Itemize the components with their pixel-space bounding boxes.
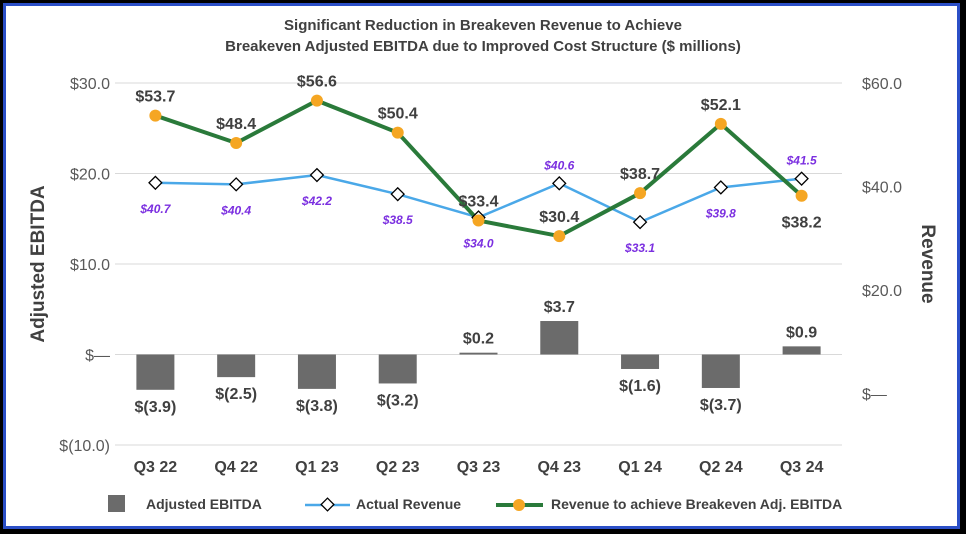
chart-title-line-2: Breakeven Adjusted EBITDA due to Improve… <box>225 38 741 55</box>
legend-marker-breakeven-revenue <box>513 499 525 511</box>
bar <box>540 321 579 355</box>
bar-data-label: $(3.7) <box>700 397 742 414</box>
x-tick-label: Q1 24 <box>618 459 662 476</box>
actual-revenue-marker <box>794 171 809 186</box>
actual-revenue-marker <box>228 177 244 192</box>
x-tick-label: Q3 24 <box>780 459 824 476</box>
legend-label-actual-revenue: Actual Revenue <box>356 496 461 512</box>
breakeven-revenue-data-label: $56.6 <box>297 74 337 91</box>
y-axis-left: $30.0 $20.0 $10.0 $— $(10.0) <box>59 76 110 455</box>
bar <box>701 354 740 388</box>
bar-data-label: $0.2 <box>463 331 494 348</box>
breakeven-revenue-data-label: $30.4 <box>539 209 579 226</box>
chart-title: Significant Reduction in Breakeven Reven… <box>225 17 741 55</box>
bar-data-label: $3.7 <box>544 299 575 316</box>
y-tick-label: $10.0 <box>70 257 110 274</box>
breakeven-revenue-marker <box>310 94 323 107</box>
breakeven-revenue-marker <box>149 109 162 122</box>
bar <box>217 354 256 378</box>
breakeven-revenue-marker <box>714 117 727 130</box>
x-tick-label: Q1 23 <box>295 459 339 476</box>
bar-data-label: $(3.8) <box>296 398 338 415</box>
actual-revenue-marker <box>390 186 406 202</box>
chart-frame <box>3 3 960 529</box>
y-axis-right-title: Revenue <box>917 224 938 303</box>
x-tick-label: Q3 22 <box>134 459 178 476</box>
breakeven-revenue-data-label: $50.4 <box>378 106 418 123</box>
bar <box>459 352 498 355</box>
y-tick-label: $30.0 <box>70 76 110 93</box>
x-tick-label: Q2 24 <box>699 459 743 476</box>
actual-revenue-data-label: $40.7 <box>139 202 171 216</box>
y-tick-label: $— <box>85 348 110 365</box>
breakeven-revenue-data-label: $48.4 <box>216 116 256 133</box>
actual-revenue-data-label: $33.1 <box>624 241 655 255</box>
breakeven-revenue-data-label: $53.7 <box>135 89 175 106</box>
y2-tick-label: $40.0 <box>862 179 902 196</box>
actual-revenue-marker <box>148 175 163 191</box>
actual-revenue-marker <box>309 167 325 183</box>
bar <box>782 346 821 355</box>
breakeven-revenue-data-label: $33.4 <box>458 194 498 211</box>
actual-revenue-data-label: $39.8 <box>705 206 736 220</box>
line-series: $53.7 $48.4 $56.6 $50.4 $33.4 $30.4 $38.7 $52.1… <box>135 74 821 256</box>
breakeven-revenue-data-label: $38.7 <box>620 166 660 183</box>
actual-revenue-marker <box>551 176 567 191</box>
actual-revenue-data-label: $42.2 <box>301 194 332 208</box>
breakeven-revenue-data-label: $38.2 <box>782 215 822 232</box>
actual-revenue-marker <box>713 180 729 195</box>
y2-tick-label: $— <box>862 386 887 403</box>
breakeven-revenue-marker <box>795 189 808 202</box>
x-tick-label: Q4 22 <box>214 459 258 476</box>
y2-tick-label: $20.0 <box>862 283 902 300</box>
legend: Adjusted EBITDA Actual Revenue Revenue t… <box>108 495 842 512</box>
legend-label-adjusted-ebitda: Adjusted EBITDA <box>146 496 262 512</box>
actual-revenue-data-label: $40.6 <box>543 158 574 172</box>
breakeven-revenue-data-label: $52.1 <box>701 97 741 114</box>
breakeven-revenue-marker <box>391 126 404 139</box>
bar-data-label: $0.9 <box>786 324 817 341</box>
x-axis: Q3 22 Q4 22 Q1 23 Q2 23 Q3 23 Q4 23 Q1 24 Q2 24… <box>134 459 824 476</box>
actual-revenue-data-label: $38.5 <box>382 213 413 227</box>
chart-title-line-1: Significant Reduction in Breakeven Reven… <box>284 17 682 34</box>
y2-tick-label: $60.0 <box>862 76 902 93</box>
y-axis-right: $60.0 $40.0 $20.0 $— <box>862 76 902 403</box>
bar-data-label: $(3.9) <box>134 399 176 416</box>
y-tick-label: $(10.0) <box>59 438 110 455</box>
legend-marker-actual-revenue <box>320 497 335 512</box>
actual-revenue-data-label: $40.4 <box>220 203 251 217</box>
bar-series: $(3.9) $(2.5) $(3.8) $(3.2) $0.2 $3.7 $(1.6) $(… <box>134 299 821 416</box>
breakeven-revenue-marker <box>553 230 566 243</box>
actual-revenue-data-label: $41.5 <box>786 154 817 168</box>
breakeven-revenue-marker <box>634 187 647 200</box>
bar <box>378 354 417 384</box>
bar-data-label: $(1.6) <box>619 378 661 395</box>
legend-label-breakeven-revenue: Revenue to achieve Breakeven Adj. EBITDA <box>551 496 842 512</box>
actual-revenue-marker <box>632 214 648 230</box>
x-tick-label: Q2 23 <box>376 459 420 476</box>
breakeven-revenue-marker <box>472 214 485 227</box>
y-axis-left-title: Adjusted EBITDA <box>28 185 49 343</box>
bar <box>621 354 660 369</box>
actual-revenue-data-label: $34.0 <box>462 236 493 250</box>
x-tick-label: Q4 23 <box>537 459 581 476</box>
bar-data-label: $(3.2) <box>377 392 419 409</box>
legend-swatch-adjusted-ebitda <box>108 495 125 512</box>
bar <box>136 354 175 390</box>
x-tick-label: Q3 23 <box>457 459 501 476</box>
breakeven-revenue-marker <box>230 136 243 149</box>
gridlines <box>115 82 842 446</box>
bar <box>297 354 336 389</box>
bar-data-label: $(2.5) <box>215 386 257 403</box>
y-tick-label: $20.0 <box>70 167 110 184</box>
